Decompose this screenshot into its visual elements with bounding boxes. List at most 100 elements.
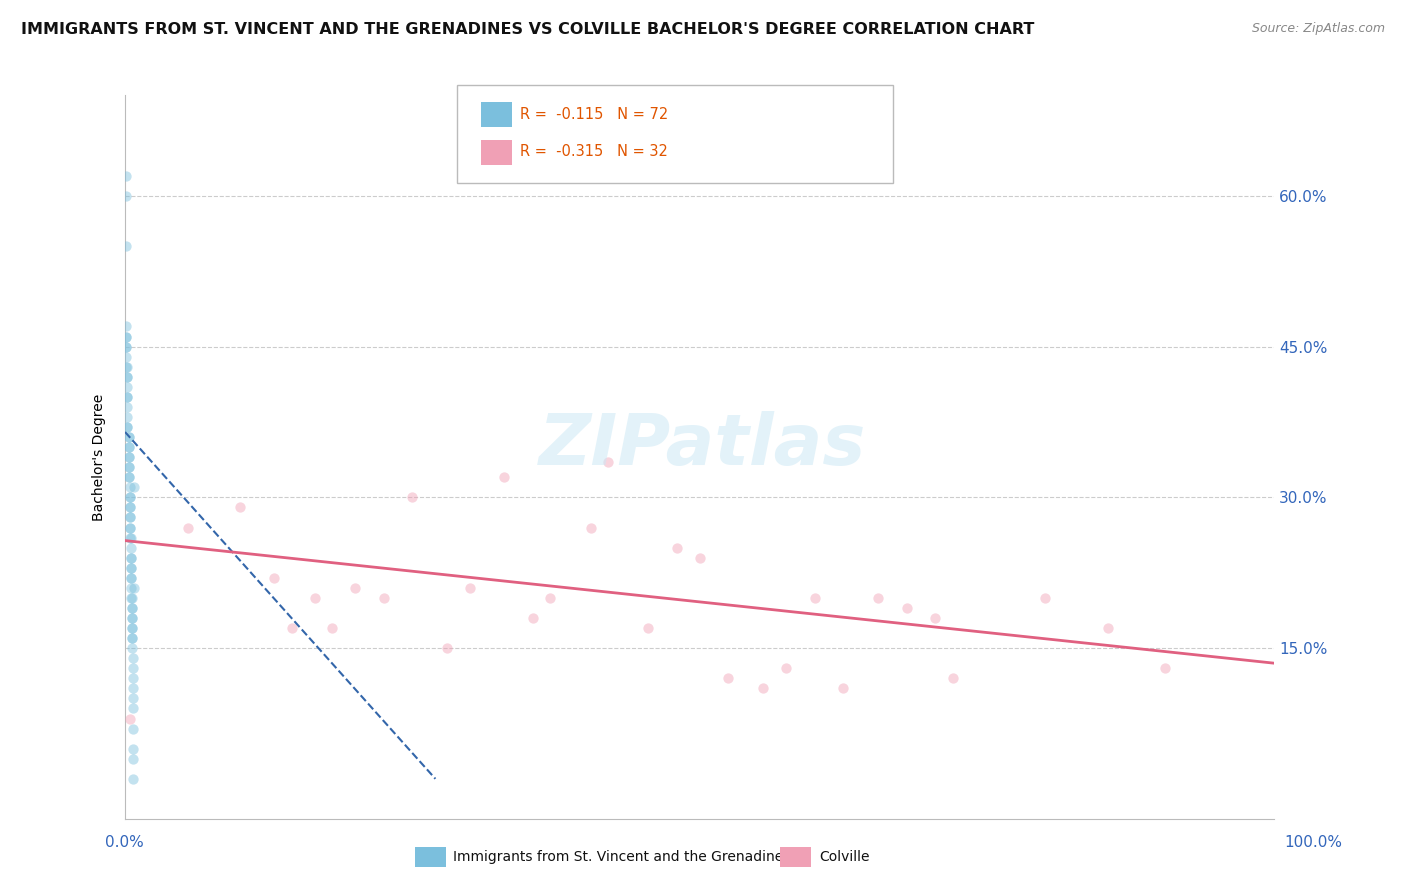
Point	[117, 390, 139, 404]
Point	[117, 450, 139, 464]
Text: Colville: Colville	[820, 850, 870, 864]
Point	[122, 772, 145, 786]
Point	[229, 500, 252, 515]
Point	[121, 641, 143, 656]
Point	[115, 189, 138, 203]
Point	[122, 752, 145, 766]
Point	[115, 329, 138, 343]
Point	[924, 611, 946, 625]
Point	[117, 450, 139, 464]
Point	[118, 711, 141, 725]
Point	[117, 470, 139, 484]
Point	[115, 340, 138, 354]
Point	[122, 651, 145, 665]
Point	[304, 591, 326, 605]
Point	[121, 611, 143, 625]
Point	[494, 470, 516, 484]
Point	[122, 671, 145, 685]
Point	[120, 560, 142, 574]
Point	[118, 531, 141, 545]
Point	[637, 621, 659, 635]
Point	[124, 480, 146, 494]
Text: 0.0%: 0.0%	[105, 836, 145, 850]
Text: R =  -0.315   N = 32: R = -0.315 N = 32	[520, 145, 668, 159]
Point	[280, 621, 302, 635]
Point	[120, 550, 142, 565]
Point	[120, 541, 142, 555]
Point	[373, 591, 395, 605]
Point	[121, 601, 143, 615]
Point	[538, 591, 561, 605]
Point	[942, 671, 965, 685]
Point	[117, 460, 139, 475]
Point	[579, 520, 602, 534]
Point	[118, 520, 141, 534]
Point	[120, 591, 142, 605]
Point	[665, 541, 688, 555]
Text: IMMIGRANTS FROM ST. VINCENT AND THE GRENADINES VS COLVILLE BACHELOR'S DEGREE COR: IMMIGRANTS FROM ST. VINCENT AND THE GREN…	[21, 22, 1035, 37]
Point	[115, 359, 138, 374]
Point	[118, 480, 141, 494]
Point	[117, 369, 139, 384]
Point	[118, 510, 141, 524]
Point	[117, 390, 139, 404]
Point	[118, 491, 141, 505]
Point	[121, 621, 143, 635]
Point	[121, 591, 143, 605]
Point	[122, 681, 145, 696]
Point	[115, 239, 138, 253]
Point	[118, 510, 141, 524]
Point	[115, 169, 138, 183]
Point	[117, 400, 139, 414]
Point	[115, 319, 138, 334]
Point	[775, 661, 797, 675]
Point	[689, 550, 711, 565]
Point	[115, 350, 138, 364]
Point	[121, 631, 143, 645]
Point	[752, 681, 775, 696]
Point	[343, 581, 366, 595]
Point	[124, 581, 146, 595]
Point	[118, 520, 141, 534]
Text: R =  -0.115   N = 72: R = -0.115 N = 72	[520, 107, 668, 121]
Point	[121, 621, 143, 635]
Point	[117, 380, 139, 394]
Point	[717, 671, 740, 685]
Point	[117, 409, 139, 424]
Point	[117, 440, 139, 454]
Point	[401, 491, 423, 505]
Point	[120, 550, 142, 565]
Point	[122, 701, 145, 715]
Point	[866, 591, 889, 605]
Point	[117, 369, 139, 384]
Point	[321, 621, 343, 635]
Point	[117, 420, 139, 434]
Text: ZIPatlas: ZIPatlas	[540, 411, 866, 481]
Point	[1033, 591, 1056, 605]
Point	[177, 520, 200, 534]
Point	[263, 571, 285, 585]
Point	[121, 631, 143, 645]
Point	[115, 340, 138, 354]
Point	[121, 601, 143, 615]
Point	[117, 430, 139, 444]
Text: Immigrants from St. Vincent and the Grenadines: Immigrants from St. Vincent and the Gren…	[453, 850, 790, 864]
Point	[121, 611, 143, 625]
Point	[122, 722, 145, 736]
Point	[122, 661, 145, 675]
Point	[117, 470, 139, 484]
Point	[115, 329, 138, 343]
Point	[117, 430, 139, 444]
Point	[118, 491, 141, 505]
Point	[122, 691, 145, 706]
Point	[1154, 661, 1177, 675]
Point	[436, 641, 458, 656]
Point	[120, 531, 142, 545]
Point	[118, 500, 141, 515]
Point	[117, 440, 139, 454]
Point	[117, 420, 139, 434]
Point	[118, 500, 141, 515]
Y-axis label: Bachelor's Degree: Bachelor's Degree	[93, 393, 107, 521]
Point	[803, 591, 825, 605]
Point	[522, 611, 544, 625]
